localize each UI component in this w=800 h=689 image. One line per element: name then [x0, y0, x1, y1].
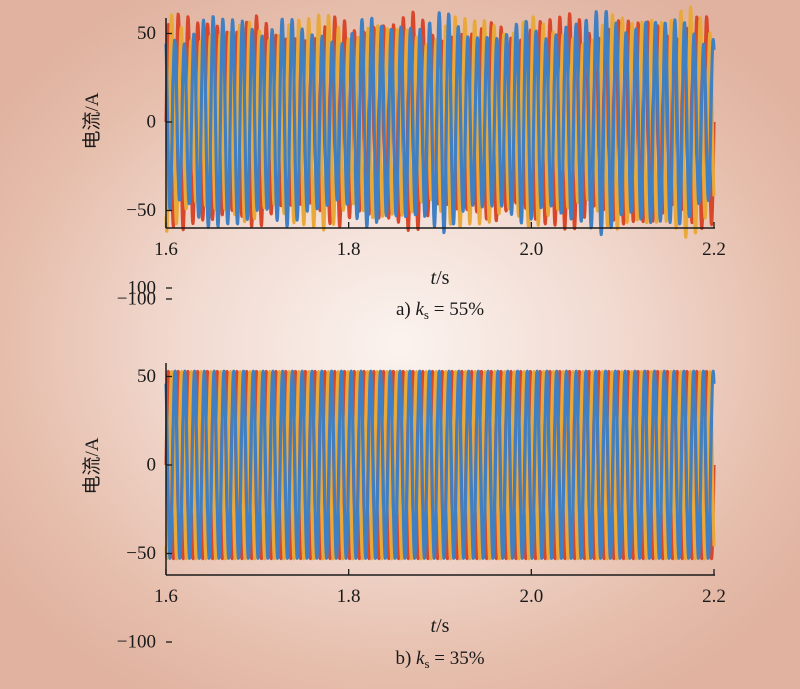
panel-b-x-tick-label: 2.0 [519, 586, 543, 607]
panel-a-x-axis-label: t/s [431, 267, 450, 289]
panel-a-chart: 100 50 0 −50 −100 1.6 1.8 2.0 2.2 电流/A t/s a) ks… [81, 5, 726, 322]
panel-a-x-tick-label: 2.2 [702, 239, 726, 260]
panel-a-series-2-line [164, 5, 716, 239]
panel-b-tick-labels: 100 50 0 −50 −100 1.6 1.8 2.0 2.2 [117, 278, 726, 653]
panel-b-x-tick-label: 1.8 [337, 586, 361, 607]
panel-a-y-tick-label: −50 [126, 200, 156, 221]
panel-b-x-tick-label: 1.6 [154, 586, 178, 607]
panel-a-x-tick-label: 2.0 [519, 239, 543, 260]
panel-b-x-axis-label: t/s [431, 615, 450, 637]
panel-b-series-3-line [164, 369, 716, 560]
panel-b-y-tick-label: −100 [117, 632, 156, 653]
panel-a-x-tick-label: 1.6 [154, 239, 178, 260]
panel-b-y-axis-label: 电流/A [81, 437, 103, 494]
panel-b-chart: 100 50 0 −50 −100 1.6 1.8 2.0 2.2 电流/A t/s b) ks… [81, 278, 726, 672]
panel-a-tick-labels: 100 50 0 −50 −100 1.6 1.8 2.0 2.2 [117, 23, 726, 310]
panel-a-y-tick-label: 50 [137, 23, 156, 44]
panel-b-axes [165, 287, 715, 643]
panel-a-series [164, 5, 716, 239]
panel-b-y-tick-label: 50 [137, 366, 156, 387]
panel-b-series [164, 369, 716, 561]
panel-b-series-2-line [164, 370, 716, 561]
panel-a-x-tick-label: 1.8 [337, 239, 361, 260]
panel-a-y-tick-label: −100 [117, 289, 156, 310]
panel-b-x-tick-label: 2.2 [702, 586, 726, 607]
panel-a-axes [165, 18, 715, 300]
panel-b-series-1-line [164, 369, 716, 561]
panel-b-caption: b) ks = 35% [395, 648, 484, 671]
panel-a-y-axis-label: 电流/A [81, 92, 103, 149]
panel-b-y-tick-label: 0 [147, 455, 157, 476]
panel-b-y-tick-label: −50 [126, 543, 156, 564]
panel-a-series-3-line [164, 9, 716, 237]
panel-a-y-tick-label: 0 [147, 112, 157, 133]
panel-b-y-tick-label: 100 [128, 278, 157, 299]
panel-a-caption: a) ks = 55% [396, 299, 484, 322]
